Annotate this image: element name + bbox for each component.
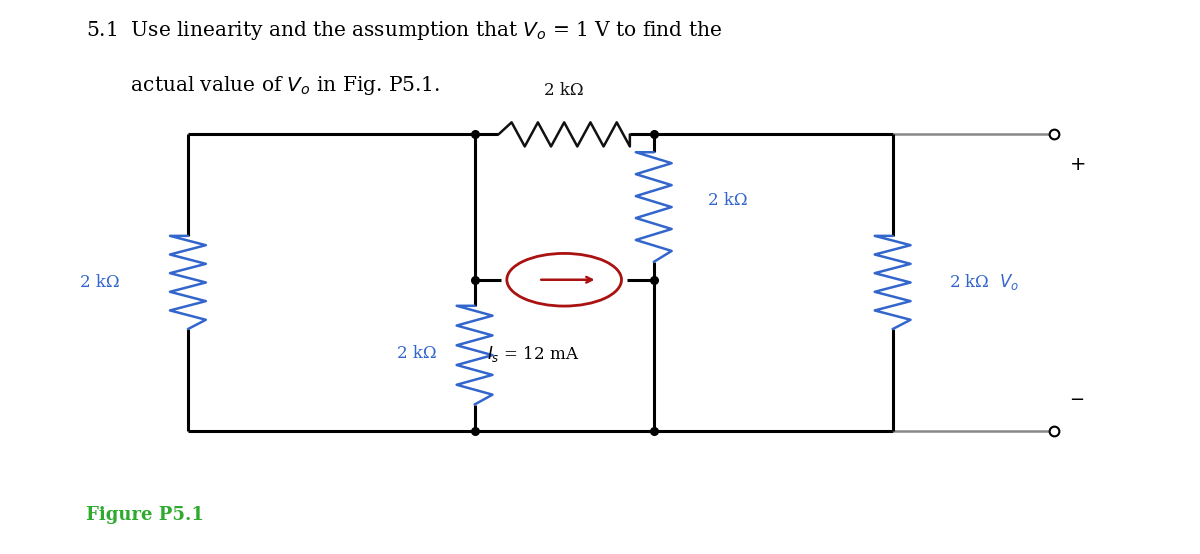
Text: Figure P5.1: Figure P5.1 (86, 506, 204, 524)
Text: $I_s$ = 12 mA: $I_s$ = 12 mA (486, 344, 578, 364)
Text: actual value of $V_o$ in Fig. P5.1.: actual value of $V_o$ in Fig. P5.1. (86, 74, 440, 97)
Text: −: − (1069, 391, 1085, 409)
Text: 2 kΩ: 2 kΩ (397, 345, 437, 362)
Text: 2 kΩ: 2 kΩ (545, 82, 584, 99)
Text: 2 kΩ  $V_o$: 2 kΩ $V_o$ (949, 273, 1019, 293)
Text: 5.1  Use linearity and the assumption that $V_o$ = 1 V to find the: 5.1 Use linearity and the assumption tha… (86, 19, 722, 42)
Text: 2 kΩ: 2 kΩ (708, 192, 748, 209)
Text: +: + (1069, 155, 1086, 174)
Text: 2 kΩ: 2 kΩ (80, 274, 120, 291)
